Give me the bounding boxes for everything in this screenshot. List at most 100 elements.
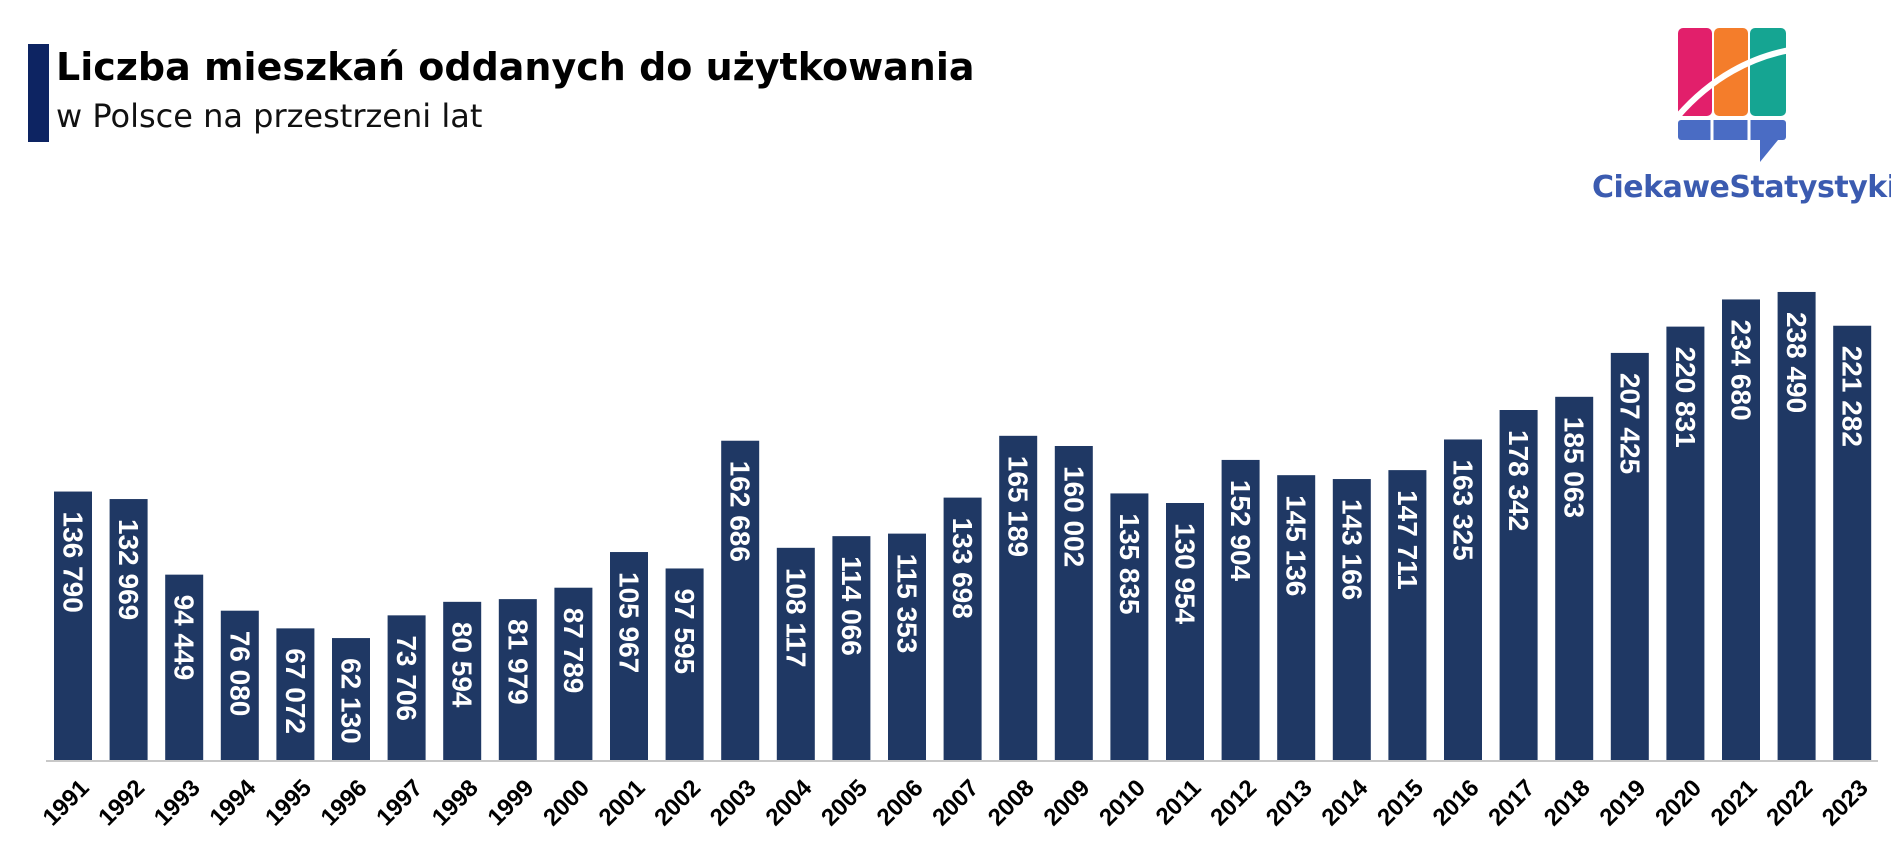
title-accent-bar [28, 44, 49, 142]
bar-value-label-2018: 185 063 [1559, 417, 1590, 518]
x-tick-label-2008: 2008 [983, 774, 1040, 831]
bar-value-label-2015: 147 711 [1392, 490, 1423, 590]
x-tick-label-2011: 2011 [1151, 774, 1207, 830]
bar-2014 [1332, 479, 1371, 760]
x-tick-label-1997: 1997 [371, 774, 428, 831]
x-tick-label-2002: 2002 [649, 774, 706, 831]
x-tick-label-2014: 2014 [1317, 774, 1374, 831]
logo-swoosh [1675, 47, 1791, 118]
x-tick-label-2022: 2022 [1761, 774, 1818, 831]
x-tick-label-2020: 2020 [1650, 774, 1707, 831]
bar-2009 [1054, 445, 1093, 760]
bar-1993 [165, 574, 204, 760]
bar-value-label-2020: 220 831 [1670, 347, 1701, 448]
bar-1991 [54, 491, 92, 760]
x-tick-label-2016: 2016 [1428, 774, 1485, 831]
x-tick-label-2015: 2015 [1372, 774, 1429, 831]
bar-1997 [387, 615, 426, 760]
x-tick-label-1999: 1999 [483, 774, 540, 831]
x-tick-label-1994: 1994 [205, 774, 262, 831]
bar-2005 [832, 536, 871, 760]
bar-value-label-2003: 162 686 [725, 461, 756, 562]
bar-value-label-2002: 97 595 [669, 588, 700, 674]
x-tick-label-1991: 1991 [38, 774, 95, 831]
x-tick-label-2003: 2003 [705, 774, 762, 831]
bar-value-label-1991: 136 790 [58, 512, 89, 613]
bar-2006 [888, 533, 926, 760]
bar-2000 [554, 587, 593, 760]
bar-2007 [943, 497, 982, 760]
chart-title: Liczba mieszkań oddanych do użytkowania [56, 45, 975, 89]
x-tick-label-1996: 1996 [316, 774, 373, 831]
bar-value-label-2000: 87 789 [558, 608, 589, 694]
bar-2016 [1444, 439, 1482, 760]
bar-value-label-2001: 105 967 [614, 572, 645, 673]
logo-speech-tail [1760, 140, 1778, 162]
x-tick-label-2023: 2023 [1817, 774, 1874, 831]
x-tick-label-2000: 2000 [538, 774, 595, 831]
logo-base [1678, 120, 1786, 140]
bar-1998 [443, 601, 482, 760]
bar-value-label-2019: 207 425 [1614, 373, 1645, 474]
bar-1999 [498, 599, 537, 760]
bar-1992 [109, 499, 148, 760]
bar-value-label-1998: 80 594 [447, 622, 478, 708]
bar-value-label-2004: 108 117 [780, 568, 811, 668]
bar-value-label-1999: 81 979 [502, 619, 533, 705]
x-tick-label-2012: 2012 [1205, 774, 1262, 831]
title-block: Liczba mieszkań oddanych do użytkowania … [28, 44, 975, 142]
bar-2013 [1277, 475, 1316, 760]
x-tick-label-2010: 2010 [1094, 774, 1151, 831]
bar-value-label-1994: 76 080 [224, 631, 255, 717]
bar-1995 [276, 628, 315, 760]
bar-value-label-2016: 163 325 [1448, 459, 1479, 560]
bar-2015 [1388, 470, 1427, 760]
bar-value-label-2022: 238 490 [1781, 312, 1812, 413]
x-tick-label-1992: 1992 [93, 774, 150, 831]
bar-value-label-2007: 133 698 [947, 518, 978, 619]
bar-value-label-1997: 73 706 [391, 635, 422, 721]
bar-value-label-2014: 143 166 [1336, 499, 1367, 600]
bar-2003 [721, 440, 760, 760]
bar-value-label-2010: 135 835 [1114, 513, 1145, 614]
bar-2008 [999, 435, 1038, 760]
x-tick-label-2009: 2009 [1039, 774, 1096, 831]
bar-2001 [610, 552, 648, 760]
bar-value-label-2021: 234 680 [1726, 319, 1757, 420]
bar-2020 [1666, 326, 1705, 760]
bar-value-label-2005: 114 066 [836, 556, 867, 656]
bar-value-label-1993: 94 449 [169, 595, 200, 681]
bar-value-label-2008: 165 189 [1003, 456, 1034, 557]
x-tick-label-2006: 2006 [872, 774, 929, 831]
x-tick-label-2019: 2019 [1595, 774, 1652, 831]
bar-value-label-2011: 130 954 [1170, 523, 1201, 625]
bar-2011 [1166, 503, 1204, 760]
brand-logo: CiekaweStatystyki.pl [1592, 22, 1891, 212]
x-tick-label-2021: 2021 [1706, 774, 1763, 831]
bar-2021 [1722, 299, 1760, 760]
bar-value-label-1992: 132 969 [113, 519, 144, 620]
x-tick-label-1998: 1998 [427, 774, 484, 831]
bar-value-label-2017: 178 342 [1503, 430, 1534, 531]
bar-2010 [1110, 493, 1149, 760]
bar-2002 [665, 568, 704, 760]
bar-value-label-2009: 160 002 [1058, 466, 1089, 567]
bars-group [54, 291, 1872, 760]
x-tick-label-2001: 2001 [594, 774, 651, 831]
x-tick-label-2005: 2005 [816, 774, 873, 831]
x-tick-label-2013: 2013 [1261, 774, 1318, 831]
x-tick-label-1995: 1995 [260, 774, 317, 831]
bar-2023 [1833, 325, 1872, 760]
bar-value-label-2012: 152 904 [1225, 480, 1256, 582]
bar-2004 [776, 547, 815, 760]
x-tick-labels-group: 1991199219931994199519961997199819992000… [38, 774, 1874, 831]
bar-1996 [332, 638, 370, 760]
bar-labels-group: 136 790 132 969 94 449 76 080 67 072 62 130 73… [58, 312, 1868, 744]
bar-value-label-1995: 67 072 [280, 648, 311, 734]
x-tick-label-2017: 2017 [1483, 774, 1540, 831]
bar-2022 [1777, 291, 1816, 760]
bar-2019 [1610, 352, 1649, 760]
bar-2012 [1221, 459, 1260, 760]
x-tick-label-2004: 2004 [761, 774, 818, 831]
